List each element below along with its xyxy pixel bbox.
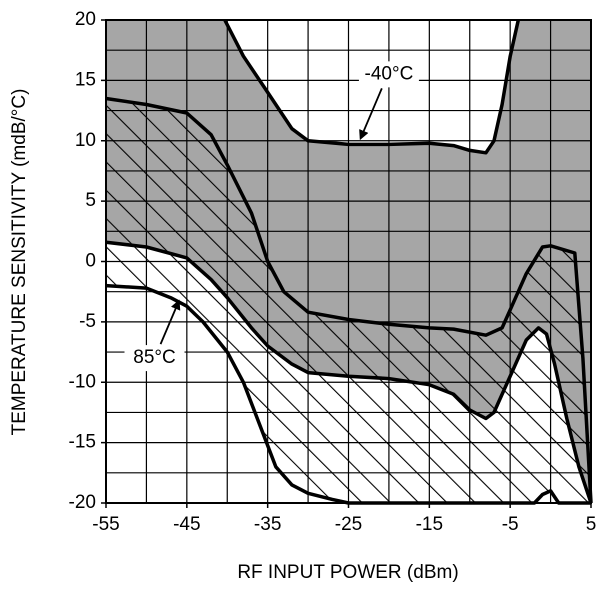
annotation-arrow bbox=[159, 299, 181, 345]
x-tick-label: -45 bbox=[173, 514, 200, 535]
y-tick-label: -5 bbox=[79, 311, 96, 332]
x-tick-label: -35 bbox=[254, 514, 281, 535]
y-tick-label: -15 bbox=[69, 432, 96, 453]
x-tick-label: -55 bbox=[92, 514, 119, 535]
x-axis-title: RF INPUT POWER (dBm) bbox=[237, 562, 458, 583]
y-tick-label: 15 bbox=[75, 69, 96, 90]
y-tick-label: 20 bbox=[75, 9, 96, 30]
x-tick-label: 5 bbox=[586, 514, 597, 535]
annotation: 85°C bbox=[133, 347, 175, 368]
annotation-bg bbox=[124, 345, 185, 372]
y-tick-label: 10 bbox=[75, 130, 96, 151]
curve bbox=[105, 283, 591, 505]
y-tick-label: -20 bbox=[69, 492, 96, 513]
curve bbox=[223, 19, 521, 155]
y-tick-label: -10 bbox=[69, 371, 96, 392]
curve bbox=[105, 240, 593, 504]
curve bbox=[105, 96, 593, 504]
annotation-arrow bbox=[359, 87, 383, 141]
x-tick-label: -5 bbox=[502, 514, 519, 535]
x-tick-label: -25 bbox=[335, 514, 362, 535]
y-tick-label: 5 bbox=[85, 190, 96, 211]
x-tick-label: -15 bbox=[416, 514, 443, 535]
y-axis-title: TEMPERATURE SENSITIVITY (mdB/°C) bbox=[9, 89, 30, 436]
annotation-bg bbox=[358, 61, 419, 88]
y-tick-label: 0 bbox=[85, 251, 96, 272]
annotation: -40°C bbox=[365, 63, 414, 84]
